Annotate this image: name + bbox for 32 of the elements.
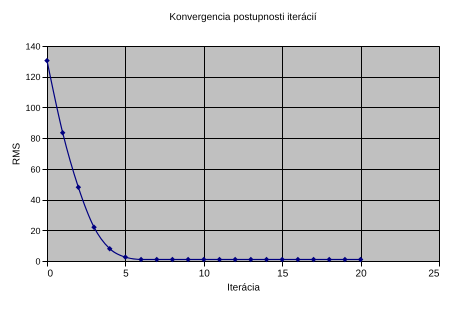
point — [106, 246, 112, 252]
y-tick-label: 80 — [30, 134, 40, 144]
point — [122, 254, 128, 260]
point — [154, 256, 160, 262]
point — [91, 224, 97, 230]
x-tick-label: 10 — [198, 268, 210, 280]
chart-title: Konvergencia postupnosti iterácií — [169, 12, 317, 23]
y-tick-label: 40 — [30, 195, 40, 206]
point — [342, 256, 348, 262]
y-tick-label: 0 — [35, 256, 40, 266]
y-tick-label: 140 — [25, 42, 40, 52]
x-tick-label: 20 — [356, 268, 368, 280]
y-tick-label: 20 — [30, 226, 40, 236]
x-tick-label: 15 — [277, 268, 289, 280]
point — [358, 256, 364, 262]
y-tick-label: 60 — [30, 164, 40, 174]
point — [60, 130, 66, 136]
point — [216, 256, 222, 262]
point — [326, 256, 332, 262]
y-tick-label: 100 — [25, 102, 40, 113]
point — [44, 58, 50, 64]
y-axis-title: RMS — [11, 142, 22, 166]
point — [170, 256, 176, 262]
x-tick-label: 5 — [123, 268, 130, 280]
x-axis-title: Iterácia — [227, 282, 260, 294]
point — [138, 256, 144, 262]
point — [310, 256, 316, 262]
point — [264, 256, 270, 262]
x-tick-label: 0 — [48, 268, 54, 280]
y-tick-label: 120 — [25, 72, 40, 82]
point — [76, 184, 82, 190]
x-tick-label: 25 — [428, 268, 440, 280]
